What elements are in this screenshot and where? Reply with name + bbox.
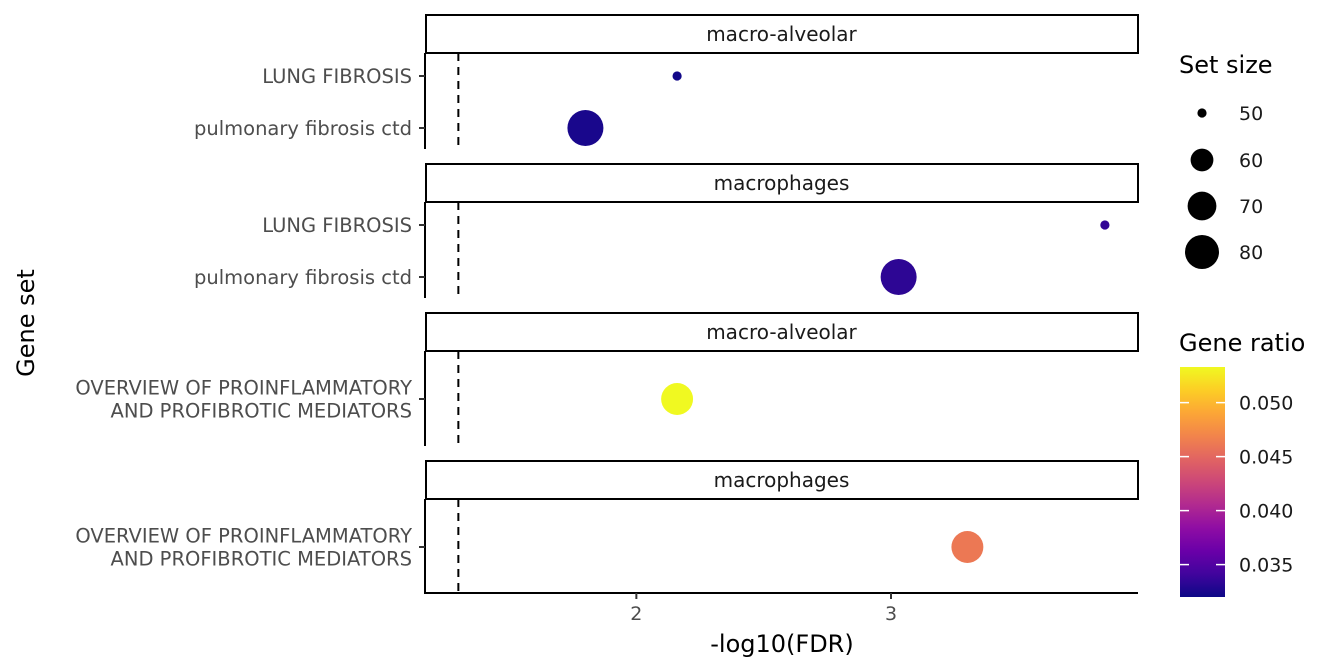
color-legend-label: 0.040 <box>1239 501 1293 523</box>
x-axis-title: -log10(FDR) <box>710 630 853 658</box>
data-point <box>672 71 682 81</box>
size-legend-label: 50 <box>1239 103 1263 125</box>
y-tick-label: LUNG FIBROSIS <box>262 65 412 88</box>
y-tick-label: pulmonary fibrosis ctd <box>194 117 412 140</box>
facet-panel: macro-alveolar OVERVIEW OF PROINFLAMMATOR… <box>75 312 1139 446</box>
facet-strip <box>425 163 1139 203</box>
color-bar <box>1180 367 1225 597</box>
facet-panel: macrophages OVERVIEW OF PROINFLAMMATORYAN… <box>75 460 1139 594</box>
color-legend: Gene ratio 0.035 0.040 0.045 0.050 <box>1179 329 1305 597</box>
data-point <box>567 110 604 146</box>
data-point <box>880 259 917 295</box>
y-axis-title: Gene set <box>12 269 40 377</box>
x-tick-label: 3 <box>885 603 897 625</box>
color-legend-label: 0.045 <box>1239 447 1293 469</box>
y-tick-label: OVERVIEW OF PROINFLAMMATORY <box>75 525 412 548</box>
facet-strip-label: macrophages <box>714 468 850 492</box>
facet-panel: macrophages LUNG FIBROSIS pulmonary fibros… <box>194 163 1139 298</box>
facet-strip-label: macro-alveolar <box>706 22 857 46</box>
facet-strip <box>425 312 1139 352</box>
color-legend-label: 0.050 <box>1239 393 1293 415</box>
size-legend-key <box>1190 148 1214 172</box>
panels: macro-alveolar LUNG FIBROSIS pulmonary fib… <box>75 14 1139 594</box>
color-legend-label: 0.035 <box>1239 555 1293 577</box>
data-point <box>1100 220 1110 230</box>
y-tick-label: AND PROFIBROTIC MEDIATORS <box>111 400 412 423</box>
size-legend-key <box>1197 108 1207 118</box>
size-legend-label: 70 <box>1239 196 1263 218</box>
facet-strip <box>425 460 1139 500</box>
color-legend-title: Gene ratio <box>1179 329 1305 357</box>
size-legend-label: 80 <box>1239 242 1263 264</box>
size-legend-title: Set size <box>1179 51 1273 79</box>
data-point <box>661 383 694 415</box>
size-legend: Set size 50 60 70 80 <box>1179 51 1273 269</box>
facet-strip-label: macrophages <box>714 171 850 195</box>
y-tick-label: pulmonary fibrosis ctd <box>194 266 412 289</box>
data-point <box>951 531 984 563</box>
facet-strip-label: macro-alveolar <box>706 320 857 344</box>
facet-strip <box>425 14 1139 54</box>
x-tick-label: 2 <box>630 603 642 625</box>
y-tick-label: AND PROFIBROTIC MEDIATORS <box>111 548 412 571</box>
size-legend-key <box>1187 191 1217 221</box>
size-legend-key <box>1185 235 1219 269</box>
facet-panel: macro-alveolar LUNG FIBROSIS pulmonary fib… <box>194 14 1139 149</box>
y-tick-label: LUNG FIBROSIS <box>262 214 412 237</box>
size-legend-label: 60 <box>1239 150 1263 172</box>
y-tick-label: OVERVIEW OF PROINFLAMMATORY <box>75 377 412 400</box>
